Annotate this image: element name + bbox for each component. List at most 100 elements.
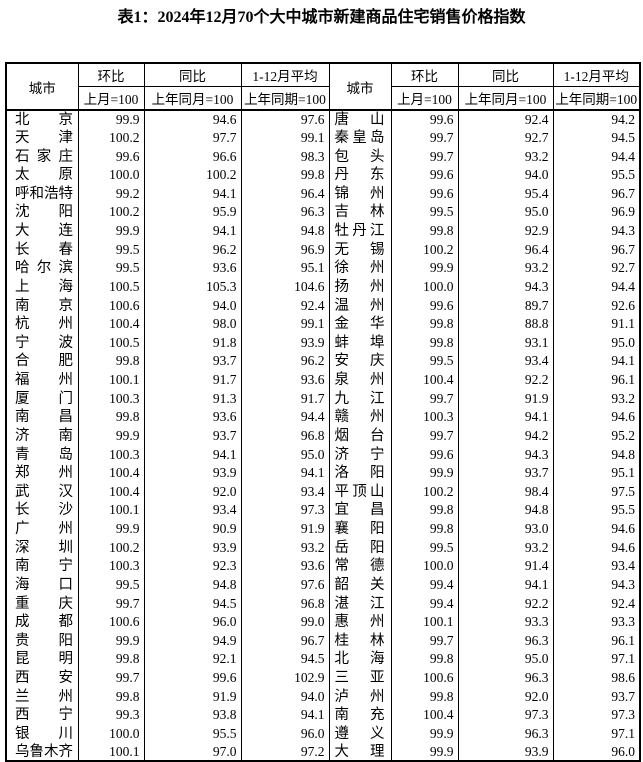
- avg-value-cell: 95.5: [552, 165, 641, 185]
- table-row: 青岛 100.3 94.1 95.0 济宁 99.6 94.3 94.8: [5, 445, 641, 464]
- avg-value-cell: 95.0: [240, 445, 330, 464]
- city-cell: 乌鲁木齐: [5, 743, 79, 762]
- yoy-value-cell: 100.2: [143, 165, 242, 185]
- city-cell: 沈阳: [5, 203, 79, 222]
- header-mom-base-left: 上月=100: [77, 86, 145, 111]
- table-row: 兰州 99.8 91.9 94.0 泸州 99.8 92.0 93.7: [5, 687, 641, 706]
- mom-value-cell: 99.7: [390, 128, 459, 148]
- mom-value-cell: 100.0: [77, 724, 145, 744]
- table-row: 西宁 99.3 93.8 94.1 南充 100.4 97.3 97.3: [5, 706, 641, 725]
- yoy-value-cell: 94.3: [457, 445, 554, 464]
- header-yoy-base-left: 上年同月=100: [143, 86, 242, 111]
- mom-value-cell: 99.8: [390, 519, 459, 539]
- yoy-value-cell: 92.7: [457, 128, 554, 148]
- avg-value-cell: 92.4: [552, 594, 641, 613]
- yoy-value-cell: 93.4: [143, 501, 242, 520]
- city-cell: 济宁: [328, 445, 392, 464]
- mom-value-cell: 99.8: [77, 650, 145, 669]
- table-row: 南昌 99.8 93.6 94.4 赣州 100.3 94.1 94.6: [5, 408, 641, 427]
- yoy-value-cell: 93.9: [143, 538, 242, 557]
- mom-value-cell: 99.8: [77, 687, 145, 706]
- avg-value-cell: 91.9: [240, 519, 330, 539]
- avg-value-cell: 92.4: [240, 296, 330, 315]
- table-row: 太原 100.0 100.2 99.8 丹东 99.6 94.0 95.5: [5, 165, 641, 185]
- avg-value-cell: 96.0: [240, 724, 330, 744]
- table-row: 厦门 100.3 91.3 91.7 九江 99.7 91.9 93.2: [5, 389, 641, 408]
- city-cell: 南充: [328, 706, 392, 725]
- yoy-value-cell: 94.3: [457, 277, 554, 297]
- city-cell: 贵阳: [5, 631, 79, 651]
- avg-value-cell: 94.1: [240, 463, 330, 483]
- table-row: 西安 99.7 99.6 102.9 三亚 100.6 96.3 98.6: [5, 668, 641, 688]
- yoy-value-cell: 96.3: [457, 668, 554, 688]
- city-cell: 安庆: [328, 352, 392, 371]
- avg-value-cell: 94.1: [552, 352, 641, 371]
- header-city-right: 城市: [328, 62, 392, 111]
- mom-value-cell: 100.2: [77, 128, 145, 148]
- city-cell: 烟台: [328, 426, 392, 446]
- city-cell: 长春: [5, 240, 79, 259]
- yoy-value-cell: 93.2: [457, 538, 554, 557]
- table-row: 天津 100.2 97.7 99.1 秦皇岛 99.7 92.7 94.5: [5, 128, 641, 148]
- header-mom-right: 环比: [390, 62, 459, 87]
- mom-value-cell: 99.8: [77, 408, 145, 427]
- city-cell: 长沙: [5, 501, 79, 520]
- yoy-value-cell: 96.6: [143, 147, 242, 166]
- city-cell: 北京: [5, 110, 79, 129]
- mom-value-cell: 99.9: [390, 463, 459, 483]
- yoy-value-cell: 93.9: [143, 463, 242, 483]
- avg-value-cell: 96.7: [552, 240, 641, 259]
- avg-value-cell: 95.1: [552, 463, 641, 483]
- yoy-value-cell: 94.0: [143, 296, 242, 315]
- avg-value-cell: 94.8: [240, 221, 330, 241]
- yoy-value-cell: 94.1: [457, 575, 554, 595]
- avg-value-cell: 94.4: [240, 408, 330, 427]
- city-cell: 九江: [328, 389, 392, 408]
- table-row: 沈阳 100.2 95.9 96.3 吉林 99.5 95.0 96.9: [5, 203, 641, 222]
- table-row: 银川 100.0 95.5 96.0 遵义 99.9 96.3 97.1: [5, 724, 641, 744]
- avg-value-cell: 93.9: [240, 333, 330, 353]
- yoy-value-cell: 92.0: [457, 687, 554, 706]
- yoy-value-cell: 95.9: [143, 203, 242, 222]
- city-cell: 赣州: [328, 408, 392, 427]
- table-row: 深圳 100.2 93.9 93.2 岳阳 99.5 93.2 94.6: [5, 538, 641, 557]
- yoy-value-cell: 91.7: [143, 370, 242, 390]
- city-cell: 昆明: [5, 650, 79, 669]
- avg-value-cell: 97.1: [552, 724, 641, 744]
- avg-value-cell: 94.3: [552, 221, 641, 241]
- avg-value-cell: 96.9: [240, 240, 330, 259]
- avg-value-cell: 102.9: [240, 668, 330, 688]
- city-cell: 南宁: [5, 557, 79, 576]
- avg-value-cell: 99.8: [240, 165, 330, 185]
- yoy-value-cell: 94.1: [143, 184, 242, 204]
- table-row: 大连 99.9 94.1 94.8 牡丹江 99.8 92.9 94.3: [5, 221, 641, 241]
- mom-value-cell: 99.6: [77, 147, 145, 166]
- yoy-value-cell: 95.0: [457, 203, 554, 222]
- mom-value-cell: 99.7: [390, 389, 459, 408]
- city-cell: 秦皇岛: [328, 128, 392, 148]
- yoy-value-cell: 90.9: [143, 519, 242, 539]
- avg-value-cell: 96.7: [240, 631, 330, 651]
- city-cell: 南京: [5, 296, 79, 315]
- mom-value-cell: 100.2: [77, 203, 145, 222]
- avg-value-cell: 93.7: [552, 687, 641, 706]
- yoy-value-cell: 94.5: [143, 594, 242, 613]
- city-cell: 天津: [5, 128, 79, 148]
- yoy-value-cell: 92.1: [143, 650, 242, 669]
- avg-value-cell: 94.5: [240, 650, 330, 669]
- avg-value-cell: 95.1: [240, 259, 330, 278]
- city-cell: 襄阳: [328, 519, 392, 539]
- avg-value-cell: 94.3: [552, 575, 641, 595]
- mom-value-cell: 100.4: [77, 482, 145, 502]
- city-cell: 重庆: [5, 594, 79, 613]
- city-cell: 厦门: [5, 389, 79, 408]
- mom-value-cell: 100.4: [390, 706, 459, 725]
- city-cell: 蚌埠: [328, 333, 392, 353]
- mom-value-cell: 99.6: [390, 296, 459, 315]
- yoy-value-cell: 96.3: [457, 631, 554, 651]
- mom-value-cell: 99.4: [390, 575, 459, 595]
- avg-value-cell: 96.4: [240, 184, 330, 204]
- header-yoy-left: 同比: [143, 62, 242, 87]
- city-cell: 无锡: [328, 240, 392, 259]
